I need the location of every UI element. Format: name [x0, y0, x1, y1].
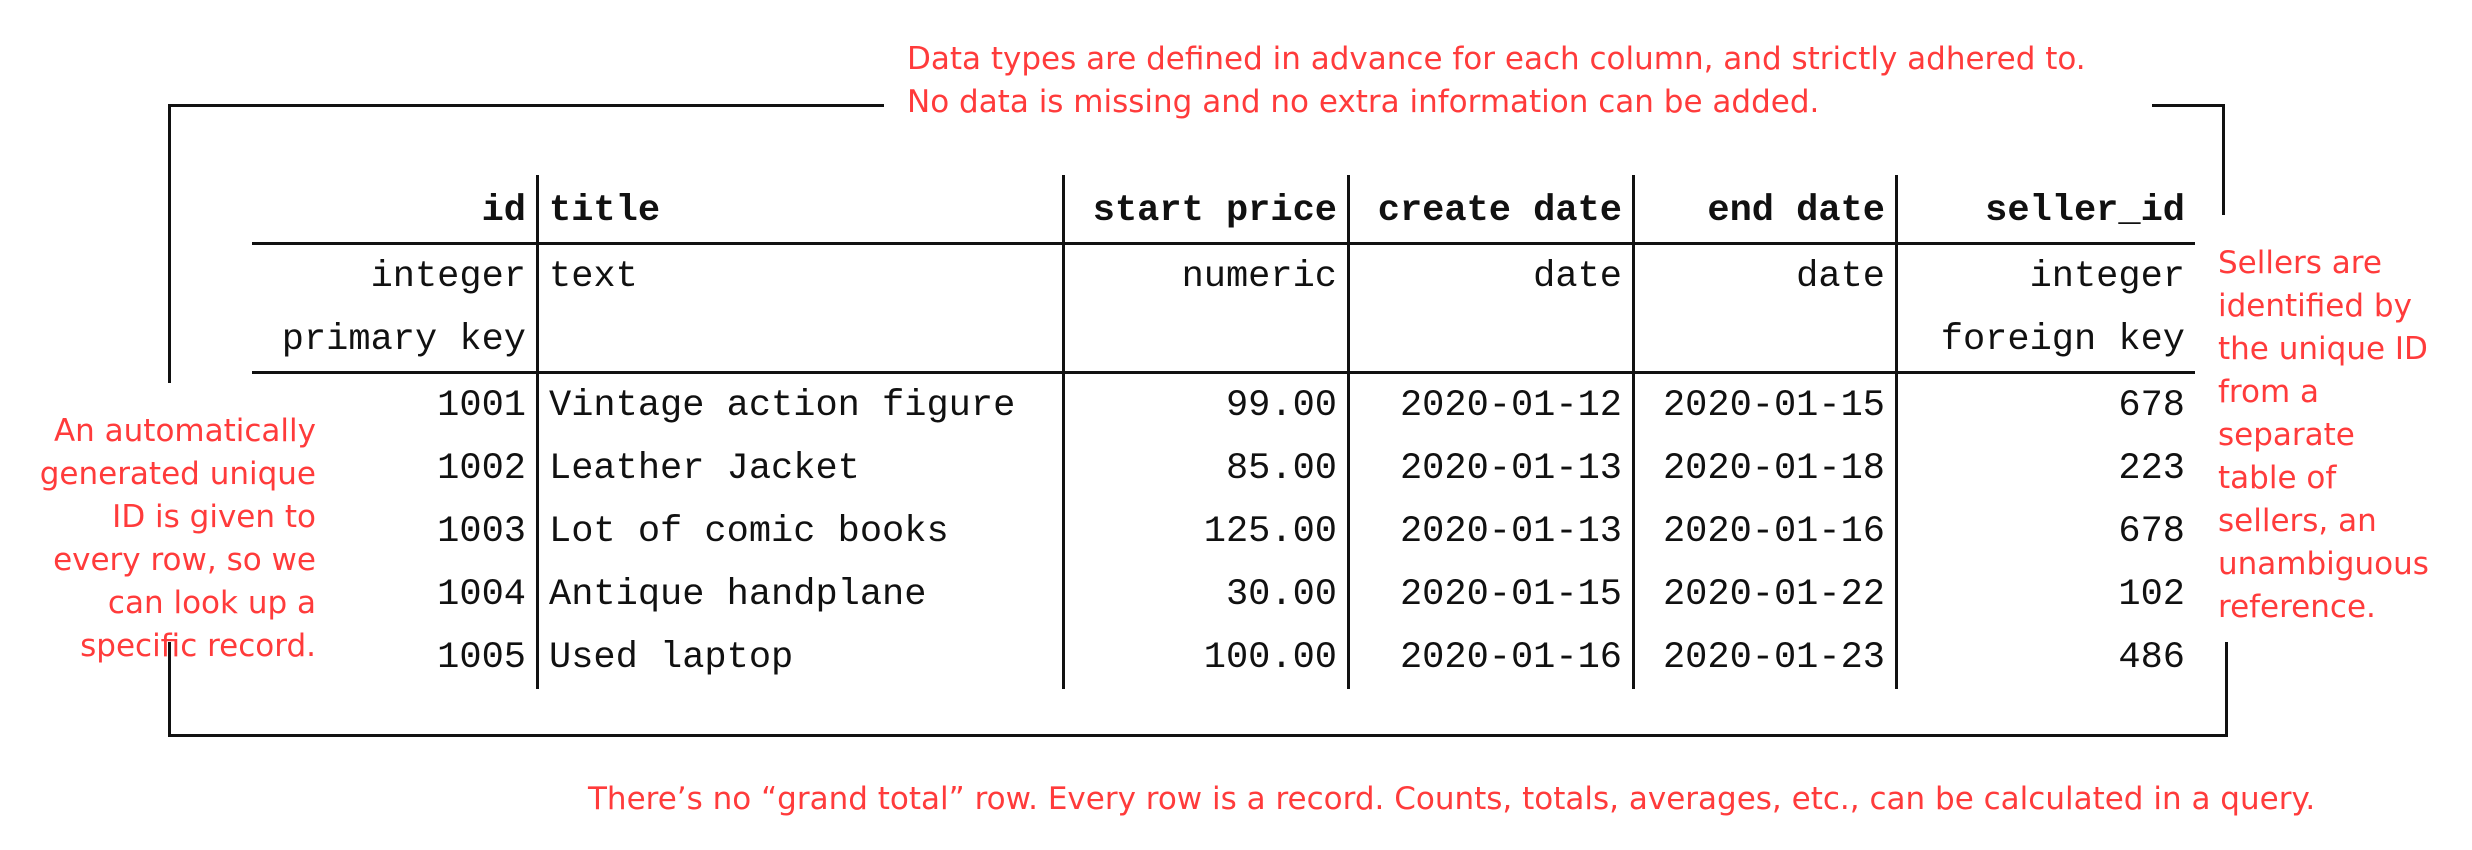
cell-id: 1001: [252, 372, 539, 437]
constraint-cell: primary key: [252, 308, 539, 374]
cell-seller-id: 102: [2118, 573, 2185, 616]
cell-end-date: 2020-01-15: [1633, 372, 1898, 437]
table-row: 1004 Antique handplane 30.00 2020-01-15 …: [252, 563, 2195, 626]
type-cell: date: [1348, 243, 1635, 308]
cell-create-date: 2020-01-13: [1348, 500, 1635, 563]
table-row: 1001 Vintage action figure 99.00 2020-01…: [252, 372, 2195, 437]
cell-start-price: 30.00: [1063, 563, 1350, 626]
annotation-foreign-key: Sellers are identified by the unique ID …: [2218, 242, 2429, 629]
cell-end-date: 2020-01-23: [1633, 626, 1898, 689]
type-cell: text: [537, 243, 1065, 308]
type-cell: date: [1633, 243, 1898, 308]
type-cell: integer: [2029, 255, 2185, 298]
annotation-line: sellers, an: [2218, 503, 2377, 539]
cell-start-price: 85.00: [1063, 437, 1350, 500]
cell-title: Vintage action figure: [537, 372, 1065, 437]
cell-create-date: 2020-01-15: [1348, 563, 1635, 626]
annotation-line: Sellers are: [2218, 245, 2382, 281]
cell-seller-id: 223: [2118, 447, 2185, 490]
cell-create-date: 2020-01-16: [1348, 626, 1635, 689]
column-header-seller-id: seller_id: [1896, 175, 2195, 245]
constraint-row: primary key foreign key: [252, 308, 2195, 374]
annotation-line: No data is missing and no extra informat…: [907, 84, 1820, 120]
cell-title: Lot of comic books: [537, 500, 1065, 563]
table-row: 1005 Used laptop 100.00 2020-01-16 2020-…: [252, 626, 2195, 689]
annotation-line: from a: [2218, 374, 2319, 410]
annotation-line: unambiguous: [2218, 546, 2429, 582]
constraint-cell: foreign key: [1896, 308, 2195, 374]
annotation-no-grand-total: There’s no “grand total” row. Every row …: [588, 781, 2316, 817]
cell-end-date: 2020-01-22: [1633, 563, 1898, 626]
cell-title: Antique handplane: [537, 563, 1065, 626]
annotation-line: reference.: [2218, 589, 2376, 625]
type-row: integer text numeric date date integer: [252, 243, 2195, 308]
cell-seller-id: 678: [2118, 510, 2185, 553]
table-row: 1002 Leather Jacket 85.00 2020-01-13 202…: [252, 437, 2195, 500]
bracket-bottom: [168, 642, 2228, 737]
annotation-line: the unique ID: [2218, 331, 2428, 367]
cell-id: 1003: [252, 500, 539, 563]
cell-seller-id: 678: [2118, 384, 2185, 427]
auction-records-table: id title start price create date end dat…: [252, 175, 2195, 689]
annotation-line: separate: [2218, 417, 2355, 453]
cell-id: 1004: [252, 563, 539, 626]
annotation-line: identified by: [2218, 288, 2412, 324]
cell-id: 1005: [252, 626, 539, 689]
annotation-data-types: Data types are defined in advance for ea…: [907, 38, 2086, 124]
cell-start-price: 100.00: [1063, 626, 1350, 689]
column-header-create-date: create date: [1348, 175, 1635, 245]
column-header-id: id: [252, 175, 539, 245]
type-cell: numeric: [1063, 243, 1350, 308]
header-row: id title start price create date end dat…: [252, 175, 2195, 245]
annotation-line: table of: [2218, 460, 2337, 496]
constraint-cell: [1633, 308, 1898, 374]
cell-title: Used laptop: [537, 626, 1065, 689]
constraint-cell: [1063, 308, 1350, 374]
cell-seller-id: 486: [2118, 636, 2185, 679]
type-cell: integer: [252, 243, 539, 308]
annotation-line: Data types are defined in advance for ea…: [907, 41, 2086, 77]
bracket-top-right: [2152, 104, 2225, 215]
cell-start-price: 99.00: [1063, 372, 1350, 437]
cell-end-date: 2020-01-18: [1633, 437, 1898, 500]
cell-end-date: 2020-01-16: [1633, 500, 1898, 563]
cell-create-date: 2020-01-12: [1348, 372, 1635, 437]
table-row: 1003 Lot of comic books 125.00 2020-01-1…: [252, 500, 2195, 563]
cell-create-date: 2020-01-13: [1348, 437, 1635, 500]
constraint-cell: [1348, 308, 1635, 374]
cell-start-price: 125.00: [1063, 500, 1350, 563]
cell-id: 1002: [252, 437, 539, 500]
bracket-top-left: [168, 104, 884, 383]
column-header-title: title: [537, 175, 1065, 245]
column-header-start-price: start price: [1063, 175, 1350, 245]
cell-title: Leather Jacket: [537, 437, 1065, 500]
column-header-end-date: end date: [1633, 175, 1898, 245]
constraint-cell: [537, 308, 1065, 374]
